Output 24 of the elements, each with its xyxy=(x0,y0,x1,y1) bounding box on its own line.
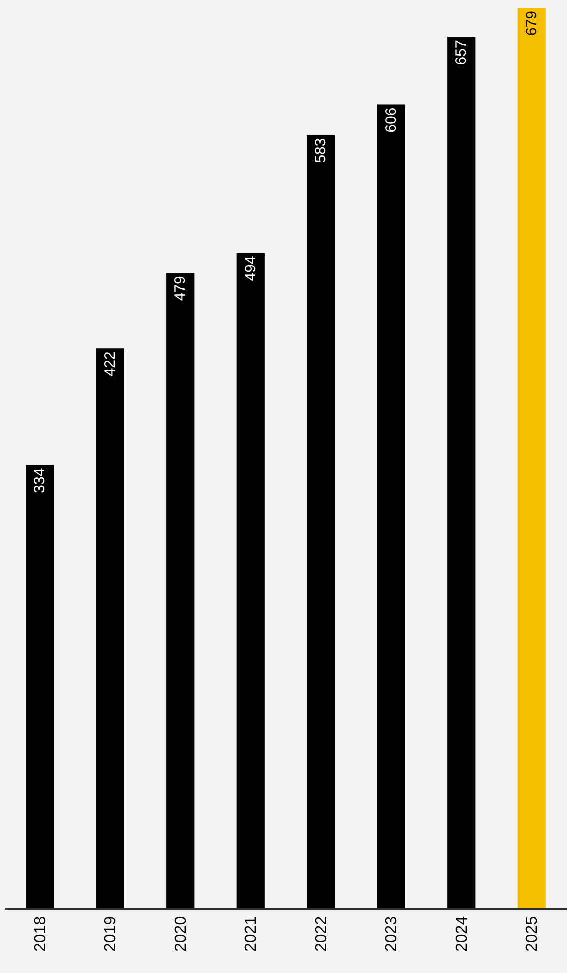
bar xyxy=(96,348,124,908)
x-tick-label: 2024 xyxy=(454,916,471,952)
x-tick-label: 2025 xyxy=(524,916,542,952)
x-tick-label: 2020 xyxy=(172,916,190,952)
bar xyxy=(307,135,336,908)
data-label: 479 xyxy=(172,276,190,302)
bar xyxy=(166,273,195,908)
data-label: 679 xyxy=(523,11,540,36)
data-label: 606 xyxy=(382,108,400,133)
bar xyxy=(236,253,265,908)
x-tick-label: 2023 xyxy=(384,916,401,952)
data-label: 334 xyxy=(32,468,49,494)
data-label: 422 xyxy=(102,352,119,377)
bar xyxy=(518,8,546,908)
bar xyxy=(448,37,476,908)
data-label: 494 xyxy=(242,256,260,282)
x-tick-label: 2019 xyxy=(102,916,120,952)
x-tick-label: 2021 xyxy=(243,916,260,952)
x-tick-label: 2022 xyxy=(313,916,330,952)
bar xyxy=(26,465,54,908)
data-label: 583 xyxy=(312,138,330,164)
x-tick-label: 2018 xyxy=(32,916,50,952)
bar xyxy=(377,104,406,908)
data-label: 657 xyxy=(453,40,470,66)
